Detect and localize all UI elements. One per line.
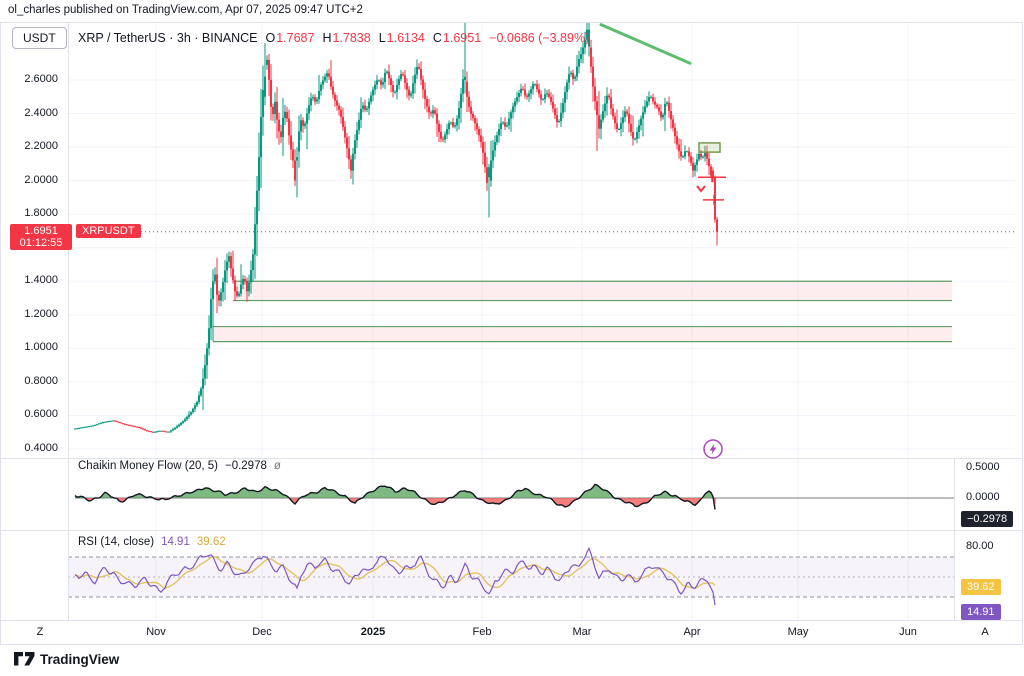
chart-frame (0, 22, 1023, 645)
price-axis-tick: 2.4000 (24, 106, 58, 119)
price-axis-tick: 0.8000 (24, 374, 58, 387)
cmf-value: −0.2978 (224, 460, 267, 472)
time-axis-tick: Feb (472, 626, 492, 638)
ohlc-high: H 1.7838 (322, 31, 371, 45)
currency-toggle-button[interactable]: USDT (12, 27, 67, 49)
price-axis-tick: 1.8000 (24, 207, 58, 220)
hidden-eye-icon[interactable]: ø (273, 460, 281, 472)
gridlines (68, 22, 1015, 620)
rsi-pane-title[interactable]: RSI (14, close) 14.91 39.62 (78, 536, 226, 548)
cmf-pane-title[interactable]: Chaikin Money Flow (20, 5) −0.2978 ø (78, 460, 281, 472)
price-axis-tick: 1.4000 (24, 274, 58, 287)
bar-countdown: 01:12:55 (19, 237, 63, 249)
cmf-axis-tick: 0.5000 (966, 461, 1000, 473)
cmf-title-text: Chaikin Money Flow (20, 5) (78, 460, 218, 472)
rsi-value: 14.91 (161, 536, 190, 548)
tradingview-logo-text: TradingView (40, 651, 120, 667)
rsi-ma-value: 39.62 (196, 536, 226, 548)
rsi-plot (68, 546, 955, 606)
change-value: −0.0686 (−3.89%) (489, 31, 590, 45)
rsi-value-badge: 14.91 (961, 604, 1001, 620)
trendline-and-annotations[interactable] (599, 23, 726, 205)
price-axis-tick: 2.2000 (24, 140, 58, 153)
candlestick-series (74, 22, 718, 433)
price-axis-tick: 0.6000 (24, 408, 58, 421)
ticker-badge: XRPUSDT (76, 224, 141, 238)
symbol-title: XRP / TetherUS · 3h · BINANCE (78, 31, 258, 45)
ohlc-close: C 1.6951 (432, 31, 482, 45)
time-axis-tick: 2025 (360, 626, 386, 638)
rsi-axis-tick: 80.00 (966, 540, 994, 552)
time-axis-tick: Dec (252, 626, 272, 638)
support-resistance-zones (213, 280, 952, 343)
cmf-plot (74, 483, 955, 510)
time-axis-tick: Apr (683, 626, 701, 638)
last-price-badge: 1.6951 01:12:55 (10, 224, 72, 250)
time-axis-tick: Jun (899, 626, 917, 638)
tradingview-logo[interactable]: TradingView (13, 651, 119, 667)
cmf-value-badge: −0.2978 (961, 511, 1014, 527)
time-axis-tick: Z (36, 626, 44, 638)
rsi-title-text: RSI (14, close) (78, 536, 155, 548)
ohlc-low: L 1.6134 (378, 31, 425, 45)
ohlc-open: O 1.7687 (265, 31, 315, 45)
attribution-text: ol_charles published on TradingView.com,… (8, 4, 363, 16)
price-axis-tick: 2.6000 (24, 73, 58, 85)
time-axis-tick: A (981, 626, 989, 638)
time-axis-tick: May (787, 626, 809, 638)
cmf-axis-tick: 0.0000 (966, 491, 1000, 503)
price-axis-tick: 1.2000 (24, 307, 58, 320)
tradingview-logo-mark (14, 652, 35, 666)
time-axis-tick: Mar (572, 626, 592, 638)
price-axis-tick: 0.4000 (24, 442, 58, 454)
rsi-ma-badge: 39.62 (961, 579, 1001, 595)
lightning-icon[interactable] (703, 439, 723, 459)
time-axis-tick: Nov (146, 626, 166, 638)
price-axis-tick: 1.0000 (24, 341, 58, 354)
last-price-value: 1.6951 (24, 225, 58, 237)
price-axis-tick: 2.0000 (24, 173, 58, 186)
